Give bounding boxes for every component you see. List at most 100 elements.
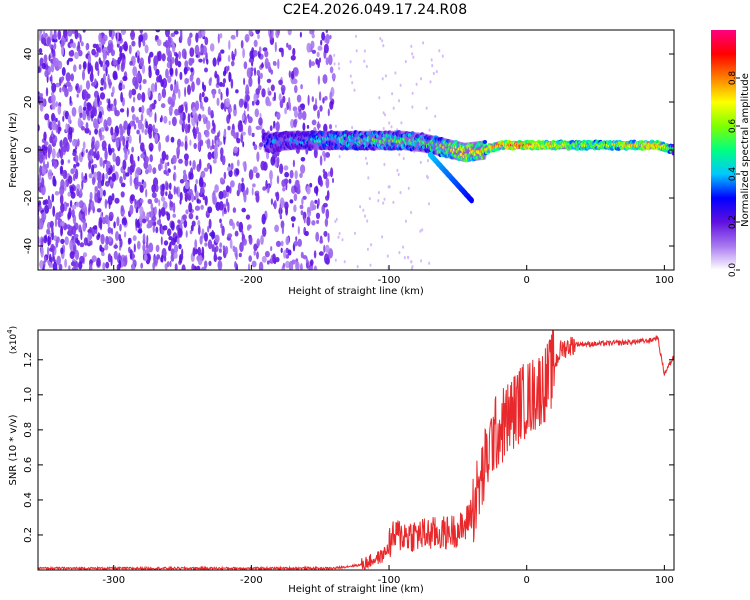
heatmap-cell (41, 237, 44, 248)
heatmap-cell (362, 208, 365, 212)
heatmap-cell (122, 135, 126, 147)
heatmap-cell (81, 179, 84, 190)
heatmap-cell (222, 245, 226, 251)
heatmap-cell (325, 177, 330, 189)
heatmap-cell (366, 219, 369, 223)
heatmap-cell (163, 115, 168, 124)
heatmap-cell (363, 49, 366, 53)
heatmap-cell (157, 94, 162, 100)
heatmap-cell (181, 48, 187, 59)
heatmap-cell (173, 185, 176, 195)
heatmap-cell (47, 195, 50, 201)
heatmap-cell (60, 247, 64, 255)
heatmap-cell (129, 60, 133, 66)
heatmap-cell (255, 125, 261, 130)
heatmap-cell (155, 68, 160, 76)
heatmap-cell (190, 67, 194, 73)
heatmap-cell (96, 153, 100, 160)
heatmap-cell (129, 204, 134, 215)
heatmap-cell (323, 153, 326, 162)
y-tick-label: 20 (23, 96, 34, 109)
heatmap-cell (91, 176, 96, 186)
heatmap-cell (107, 74, 110, 84)
heatmap-cell (52, 56, 57, 67)
heatmap-cell (41, 177, 45, 189)
heatmap-cell (363, 59, 366, 63)
heatmap-cell (306, 42, 312, 53)
heatmap-cell (225, 97, 231, 108)
heatmap-cell (108, 81, 113, 87)
heatmap-cell (257, 33, 260, 40)
heatmap-cell (103, 81, 107, 90)
heatmap-cell (173, 252, 178, 259)
heatmap-cell (369, 263, 372, 267)
heatmap-cell (203, 57, 205, 64)
heatmap-cell (295, 261, 300, 270)
heatmap-cell (207, 239, 213, 250)
heatmap-cell (253, 39, 258, 48)
heatmap-cell (82, 221, 87, 232)
heatmap-cell (307, 94, 310, 106)
heatmap-cell (383, 162, 386, 167)
heatmap-cell (354, 231, 356, 235)
heatmap-cell (143, 254, 148, 262)
heatmap-cell (99, 92, 106, 100)
heatmap-cell (219, 81, 223, 87)
heatmap-cell (397, 172, 400, 177)
heatmap-cell (67, 30, 73, 37)
heatmap-cell (283, 250, 287, 259)
heatmap-cell (410, 210, 413, 215)
heatmap-cell (297, 238, 303, 247)
heatmap-cell (211, 88, 217, 96)
heatmap-cell (202, 106, 205, 112)
heatmap-cell (144, 128, 148, 136)
heatmap-cell (229, 218, 234, 226)
heatmap-cell (65, 122, 68, 132)
heatmap-cell (117, 57, 121, 65)
heatmap-cell (131, 263, 136, 270)
snr-x-axis-label: Height of straight line (km) (288, 584, 424, 595)
heatmap-cell (94, 128, 98, 135)
heatmap-cell (160, 103, 166, 109)
heatmap-cell (128, 134, 132, 144)
heatmap-cell (285, 254, 290, 259)
heatmap-cell (230, 180, 235, 188)
heatmap-cell (238, 252, 242, 258)
heatmap-cell (149, 154, 153, 163)
heatmap-cell (166, 261, 170, 268)
heatmap-cell (197, 255, 203, 266)
heatmap-cell (131, 40, 136, 47)
heatmap-cell (140, 262, 144, 269)
heatmap-cell (179, 199, 182, 205)
heatmap-cell (170, 83, 174, 92)
heatmap-cell (311, 119, 317, 126)
heatmap-cell (59, 87, 62, 93)
heatmap-cell (220, 102, 225, 110)
heatmap-cell (117, 31, 119, 40)
heatmap-cell (212, 92, 216, 99)
heatmap-cell (228, 40, 231, 50)
heatmap-cell (87, 103, 93, 112)
heatmap-cell (38, 48, 43, 54)
heatmap-cell (217, 33, 220, 44)
heatmap-cell (107, 218, 110, 228)
heatmap-cell (270, 198, 273, 206)
heatmap-cell (334, 124, 337, 128)
heatmap-cell (248, 76, 253, 87)
heatmap-cell (139, 206, 144, 217)
heatmap-cell (59, 193, 64, 205)
heatmap-cell (310, 259, 314, 266)
heatmap-cell (123, 41, 128, 52)
heatmap-cell (259, 72, 263, 79)
heatmap-cell (313, 250, 317, 259)
heatmap-cell (230, 162, 234, 170)
heatmap-cell (131, 146, 135, 153)
heatmap-cell (396, 168, 399, 172)
heatmap-cell (271, 30, 274, 39)
heatmap-cell (301, 110, 307, 121)
heatmap-cell (246, 102, 250, 112)
heatmap-cell (115, 139, 120, 149)
heatmap-cell (240, 40, 244, 49)
heatmap-cell (160, 207, 166, 217)
heatmap-cell (100, 179, 105, 187)
